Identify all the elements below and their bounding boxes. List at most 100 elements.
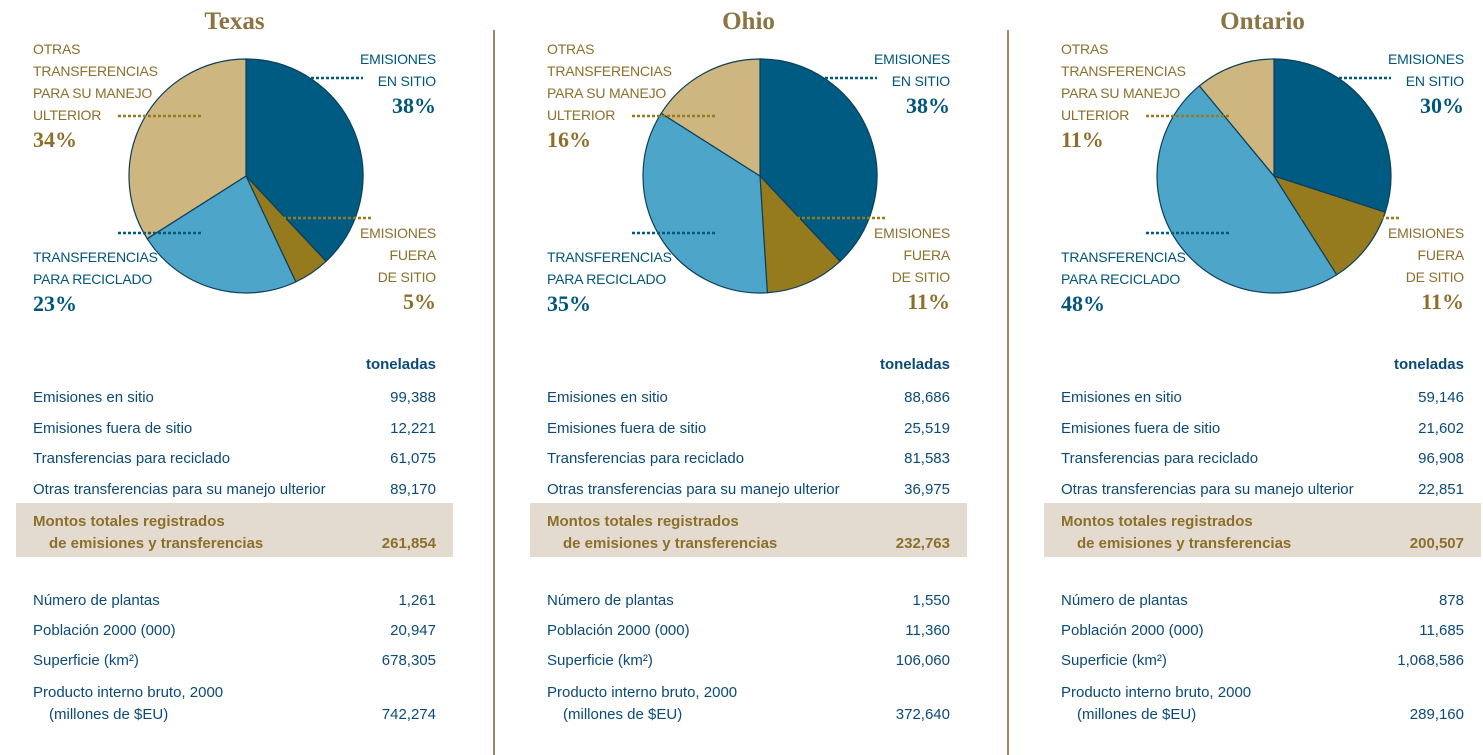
pie-slice [1156,85,1338,294]
row-label: Población 2000 (000) [547,622,690,639]
fact-row: Producto interno bruto, 2000 (millones d… [547,682,950,726]
row-value: 11,685 [1419,622,1464,639]
table-row: Transferencias para reciclado 81,583 [547,448,950,470]
row-label: Superficie (km²) [33,652,139,669]
unit-header: toneladas [365,356,436,373]
pie-slice [642,112,768,294]
slice-label: OTRAS TRANSFERENCIAS PARA SU MANEJO ULTE… [547,38,672,154]
percent-label: 11% [907,289,950,314]
category-label: EMISIONES EN SITIO [1388,51,1464,89]
row-value: 22,851 [1418,480,1464,498]
row-label: Montos totales registrados de emisiones … [1061,513,1292,552]
table-row: Emisiones en sitio 59,146 [1061,387,1464,409]
row-label: Transferencias para reciclado [1061,450,1259,467]
row-value: 89,170 [390,480,436,498]
category-label: OTRAS TRANSFERENCIAS PARA SU MANEJO ULTE… [1061,41,1186,123]
table-row: Emisiones fuera de sitio 21,602 [1061,418,1464,440]
slice-label: TRANSFERENCIAS PARA RECICLADO 23% [33,246,158,318]
row-value: 11,360 [905,622,950,639]
fact-row: Superficie (km²) 678,305 [33,650,436,672]
row-label: Producto interno bruto, 2000 (millones d… [547,684,738,723]
category-label: EMISIONES EN SITIO [360,51,436,89]
row-value: 1,068,586 [1397,652,1464,669]
fact-row: Producto interno bruto, 2000 (millones d… [33,682,436,726]
row-label: Población 2000 (000) [1061,622,1204,639]
fact-row: Superficie (km²) 1,068,586 [1061,650,1464,672]
table-row: Transferencias para reciclado 61,075 [33,448,436,470]
percent-label: 16% [547,127,591,152]
slice-label: EMISIONES EN SITIO 38% [874,48,950,120]
total-band: Montos totales registrados de emisiones … [1044,503,1481,557]
row-label: Otras transferencias para su manejo ulte… [1061,480,1354,498]
table-row: Emisiones fuera de sitio 12,221 [33,418,436,440]
row-value: 61,075 [390,450,436,467]
table-row: Emisiones en sitio 99,388 [33,387,436,409]
percent-label: 5% [403,289,436,314]
category-label: OTRAS TRANSFERENCIAS PARA SU MANEJO ULTE… [547,41,672,123]
category-label: TRANSFERENCIAS PARA RECICLADO [1061,249,1186,287]
unit-header: toneladas [1393,356,1464,373]
row-label: Otras transferencias para su manejo ulte… [547,480,840,498]
category-label: EMISIONES EN SITIO [874,51,950,89]
row-label: Número de plantas [1061,592,1188,609]
fact-row: Número de plantas 1,550 [547,590,950,612]
slice-label: EMISIONES EN SITIO 38% [360,48,436,120]
slice-label: EMISIONES FUERA DE SITIO 11% [874,222,950,316]
row-value: 96,908 [1418,450,1464,467]
row-value: 1,550 [912,592,950,609]
row-label: Producto interno bruto, 2000 (millones d… [1061,684,1252,723]
row-value: 742,274 [381,706,436,723]
row-value: 81,583 [904,450,950,467]
row-label: Número de plantas [547,592,674,609]
row-value: 21,602 [1418,419,1464,437]
row-label: Montos totales registrados de emisiones … [33,513,264,552]
row-label: Emisiones en sitio [33,389,154,406]
chart-title: Ontario [1220,8,1305,35]
chart-title: Texas [204,8,265,35]
category-label: EMISIONES FUERA DE SITIO [874,225,950,285]
row-value: 878 [1438,592,1464,609]
row-label: Superficie (km²) [547,652,653,669]
row-value: 200,507 [1409,535,1464,552]
fact-row: Número de plantas 1,261 [33,590,436,612]
fact-row: Superficie (km²) 106,060 [547,650,950,672]
unit-header: toneladas [879,356,950,373]
slice-label: EMISIONES EN SITIO 30% [1388,48,1464,120]
row-label: Producto interno bruto, 2000 (millones d… [33,684,224,723]
row-value: 261,854 [381,535,436,552]
pie-slice [660,58,761,178]
percent-label: 48% [1061,291,1105,316]
row-label: Número de plantas [33,592,160,609]
fact-row: Población 2000 (000) 11,360 [547,620,950,642]
table-row: Otras transferencias para su manejo ulte… [547,479,950,501]
row-label: Emisiones en sitio [1061,389,1182,406]
row-value: 20,947 [390,622,436,639]
total-row: Montos totales registrados de emisiones … [547,511,950,555]
pie-slice [1198,58,1275,178]
fact-row: Población 2000 (000) 11,685 [1061,620,1464,642]
row-label: Montos totales registrados de emisiones … [547,513,778,552]
total-row: Montos totales registrados de emisiones … [1061,511,1464,555]
percent-label: 38% [906,93,950,118]
percent-label: 34% [33,127,77,152]
total-row: Montos totales registrados de emisiones … [33,511,436,555]
category-label: TRANSFERENCIAS PARA RECICLADO [33,249,158,287]
total-band: Montos totales registrados de emisiones … [16,503,453,557]
row-value: 88,686 [904,389,950,406]
row-label: Transferencias para reciclado [547,450,745,467]
pie-slice [1273,58,1392,213]
total-band: Montos totales registrados de emisiones … [530,503,967,557]
percent-label: 30% [1420,93,1464,118]
fact-row: Producto interno bruto, 2000 (millones d… [1061,682,1464,726]
category-label: OTRAS TRANSFERENCIAS PARA SU MANEJO ULTE… [33,41,158,123]
category-label: TRANSFERENCIAS PARA RECICLADO [547,249,672,287]
row-value: 232,763 [895,535,950,552]
row-label: Emisiones fuera de sitio [1061,419,1221,437]
row-value: 289,160 [1409,706,1464,723]
row-label: Superficie (km²) [1061,652,1167,669]
row-value: 372,640 [895,706,950,723]
table-row: Transferencias para reciclado 96,908 [1061,448,1464,470]
row-value: 678,305 [381,652,436,669]
pie-slice [128,58,247,240]
